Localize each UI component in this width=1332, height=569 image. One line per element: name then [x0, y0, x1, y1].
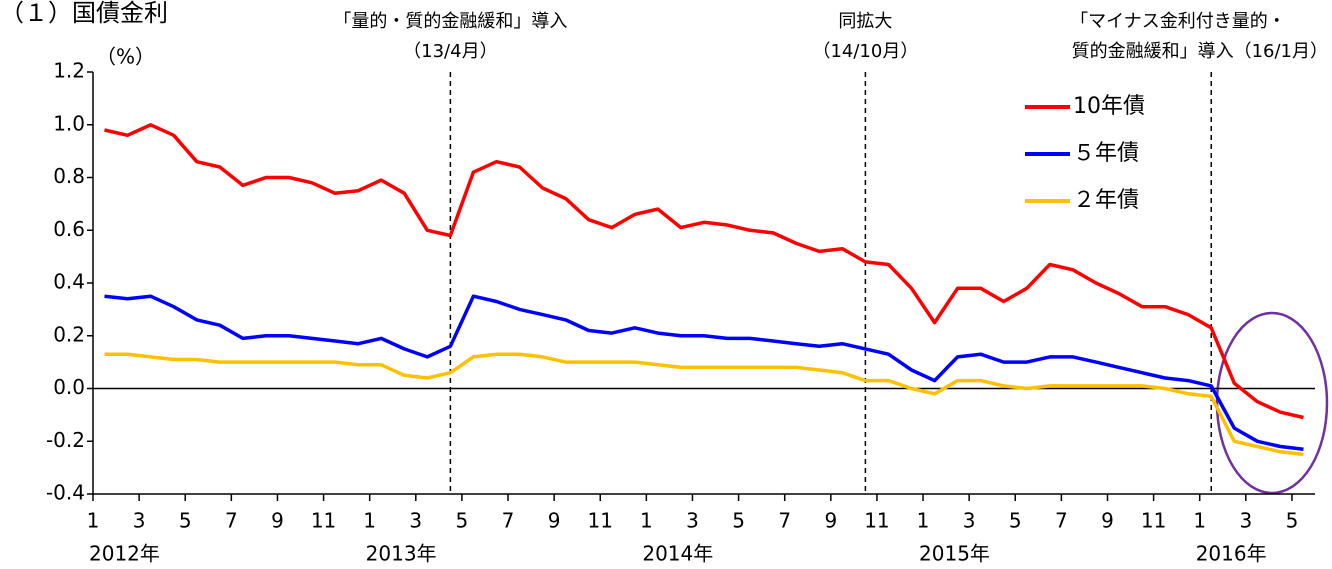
y-unit: （%） — [96, 45, 155, 69]
y-tick-label: 0.4 — [53, 270, 85, 294]
event-label: 同拡大 — [838, 11, 892, 32]
legend-label: ２年債 — [1073, 188, 1139, 213]
series-line — [104, 294, 1304, 451]
x-tick-label: 11 — [864, 509, 889, 533]
x-tick-label: 9 — [271, 509, 284, 533]
x-tick-label: 7 — [225, 509, 238, 533]
x-tick-label: 9 — [548, 509, 561, 533]
y-tick-label: -0.2 — [46, 428, 85, 452]
x-tick-label: 9 — [1101, 509, 1114, 533]
x-tick-label: 3 — [686, 509, 699, 533]
x-tick-label: 11 — [311, 509, 336, 533]
x-tick-label: 1 — [87, 509, 100, 533]
event-label: 「量的・質的金融緩和」導入 — [333, 11, 567, 32]
series-line — [104, 352, 1304, 457]
event-label: 質的金融緩和」導入（16/1月） — [1072, 41, 1328, 62]
y-tick-label: 0.0 — [53, 375, 85, 399]
x-tick-label: 5 — [1286, 509, 1299, 533]
x-tick-label: 11 — [1141, 509, 1166, 533]
x-tick-label: 7 — [778, 509, 791, 533]
chart-title: （１）国債金利 — [0, 0, 168, 27]
legend-label: ５年債 — [1073, 141, 1139, 166]
y-tick-label: 1.2 — [53, 59, 85, 83]
x-tick-label: 3 — [133, 509, 146, 533]
y-tick-label: 0.6 — [53, 217, 85, 241]
x-tick-label: 3 — [963, 509, 976, 533]
x-tick-label: 7 — [502, 509, 515, 533]
year-label: 2015年 — [919, 542, 990, 566]
y-tick-label: 0.2 — [53, 322, 85, 346]
y-tick-label: 1.0 — [53, 111, 85, 135]
x-tick-label: 3 — [1239, 509, 1252, 533]
year-label: 2013年 — [366, 542, 437, 566]
event-label: （14/10月） — [812, 41, 918, 62]
x-tick-label: 5 — [179, 509, 192, 533]
year-label: 2014年 — [642, 542, 713, 566]
y-tick-label: 0.8 — [53, 164, 85, 188]
year-label: 2012年 — [89, 542, 160, 566]
highlight-ellipse — [1215, 311, 1329, 495]
event-label: 「マイナス金利付き量的・ — [1070, 11, 1286, 32]
x-tick-label: 11 — [588, 509, 613, 533]
year-label: 2016年 — [1196, 542, 1267, 566]
event-label: （13/4月） — [403, 41, 497, 62]
x-tick-label: 5 — [732, 509, 745, 533]
x-tick-label: 1 — [1193, 509, 1206, 533]
y-tick-label: -0.4 — [46, 481, 85, 505]
x-tick-label: 1 — [363, 509, 376, 533]
x-tick-label: 7 — [1055, 509, 1068, 533]
series-line — [104, 123, 1304, 420]
x-tick-label: 5 — [456, 509, 469, 533]
x-tick-label: 3 — [409, 509, 422, 533]
x-tick-label: 1 — [917, 509, 930, 533]
x-tick-label: 1 — [640, 509, 653, 533]
x-tick-label: 9 — [824, 509, 837, 533]
legend-label: 10年債 — [1073, 94, 1145, 119]
x-tick-label: 5 — [1009, 509, 1022, 533]
